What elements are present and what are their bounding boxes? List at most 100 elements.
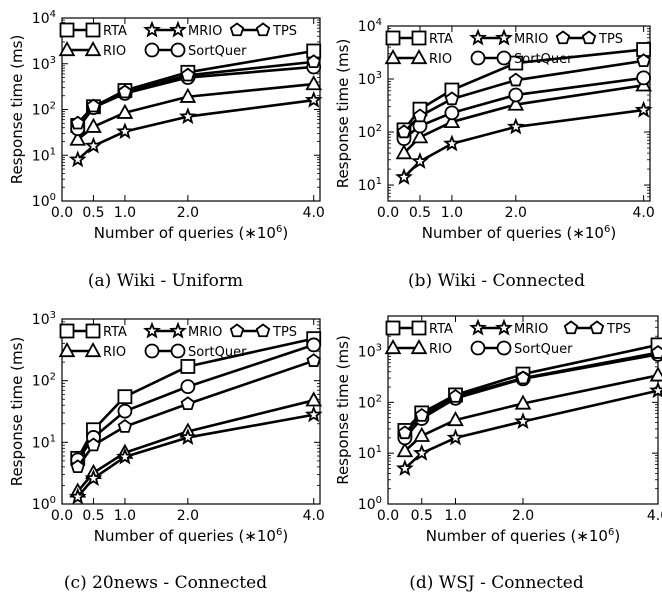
chart-a-legend-item-rta: RTA [59,22,127,39]
chart-c-legend-marker [229,323,245,338]
chart-b-legend-item-rta: RTA [385,30,453,47]
chart-d-xtick-label: 0.0 [377,508,399,524]
chart-b-legend-marker [495,28,513,46]
chart-a-point-mrio [84,136,103,154]
chart-b-legend-label: TPS [598,32,623,47]
chart-a-point-rio [116,103,134,119]
chart-a-legend-label: TPS [272,24,297,39]
chart-b-legend-marker [384,48,402,65]
chart-b-ytick-label: 103 [358,70,382,88]
chart-c-point-rta [180,359,196,374]
chart-b-line-rio [403,84,644,155]
chart-c-legend-marker [84,341,102,358]
chart-b-legend-marker [385,30,401,46]
chart-d-legend-item-mrio: MRIO [469,318,548,337]
chart-c-point-mrio [304,405,323,423]
chart-a-point-mrio [178,107,197,125]
chart-panel-b: 101 102 103 104 0.0 0.5 1.0 2.0 4.0 Number of que… [331,0,662,299]
chart-d-point-tps [650,345,662,359]
chart-b-point-rio [443,112,461,129]
chart-a-ytick-label: 100 [32,192,56,210]
chart-b-legend-marker [581,30,597,45]
chart-b-point-rio [411,128,429,144]
chart-d-legend-marker [411,320,427,336]
chart-a-legend-label: MRIO [188,24,222,39]
chart-d-ytick-label: 101 [358,444,382,462]
chart-b-legend: RTA MRIO TPS RIO SortQuer [384,28,623,67]
chart-c-legend-marker [58,341,76,358]
chart-b-legend-label: RIO [429,52,452,67]
chart-c-line-rio [76,399,315,493]
chart-b-legend-marker [411,30,427,46]
chart-d-point-tps [448,388,463,403]
chart-d-legend-marker [589,320,605,335]
chart-c-point-mrio [116,447,134,465]
chart-d-xtick-label: 1.0 [444,508,466,524]
chart-d-point-mrio [514,412,532,430]
chart-d-legend-marker [469,318,487,336]
chart-b-xtick-label: 0.5 [409,205,431,221]
chart-b-series-tps [396,53,651,139]
chart-a-point-rio [85,117,102,133]
chart-c-legend-item-mrio: MRIO [143,321,222,340]
chart-c-xtick-label: 1.0 [114,508,136,524]
chart-c-point-tps [306,353,321,367]
chart-b-point-rio [395,144,413,160]
chart-c-point-sortquer [117,403,133,419]
chart-d-series-rio [396,366,662,458]
chart-c-point-tps [86,437,101,452]
chart-b-point-tps [412,108,428,123]
chart-b-point-sortquer [636,70,652,86]
chart-c-legend-label: MRIO [188,325,222,340]
chart-d-point-mrio [446,428,465,446]
chart-a-ytick-label: 102 [32,101,56,119]
chart-a-legend-marker [85,22,101,38]
chart-c-legend-item-tps: TPS [229,323,297,340]
chart-panel-a: 100 101 102 103 104 0.0 0.5 1.0 2.0 4.0 Number of … [0,0,331,299]
chart-panel-c: 100 101 102 103 0.0 0.5 1.0 2.0 4.0 Number of que… [0,300,331,599]
chart-c-point-tps [117,418,133,433]
chart-a-series-mrio [68,90,323,168]
chart-d-point-rio [413,426,431,442]
chart-c-point-mrio [68,487,87,505]
chart-c-legend-item-sortquer: SortQuer [144,343,247,360]
caption-d: (d) WSJ - Connected [409,573,584,593]
chart-a-line-mrio [76,98,314,161]
chart-b-legend-item-tps: TPS [555,30,623,47]
chart-c-legend-marker [169,321,187,339]
chart-d-legend-marker [384,338,402,355]
chart-b-point-sortquer [508,87,524,103]
chart-d-line-rta [403,343,659,432]
chart-d-series-sortquer [397,346,662,446]
chart-b-legend-item-sortquer: SortQuer [470,50,573,67]
chart-a-point-tps [306,54,321,69]
chart-c-point-rta [117,389,133,405]
chart-a-xtick-label: 1.0 [114,205,136,221]
chart-a-point-mrio [304,90,323,108]
chart-a-ytick-label: 103 [32,55,56,73]
chart-d-line-tps [403,351,659,434]
chart-d-point-rio [396,442,414,458]
chart-b-point-mrio [411,152,429,169]
chart-a-xtick-label: 0.0 [51,205,73,221]
chart-b-ytick-label: 102 [358,123,382,141]
chart-a-legend: RTA MRIO TPS RIO SortQuer [58,20,297,59]
chart-b-legend-marker [410,48,428,65]
chart-d-line-rio [404,374,659,453]
chart-b-point-sortquer [444,105,460,121]
chart-b-y-axis-label: Response time (ms) [334,39,352,189]
chart-b-legend-marker [555,30,571,45]
chart-a-point-rio [179,87,197,103]
chart-c-xtick-label: 4.0 [303,508,325,524]
chart-d-point-mrio [649,381,662,399]
chart-a-x-axis-label: Number of queries (∗106) [94,224,288,242]
chart-d-point-rio [514,394,532,410]
chart-d-legend-label: SortQuer [514,342,573,357]
chart-a-legend-marker [144,42,160,58]
chart-b-point-mrio [395,167,413,185]
chart-a-legend-label: SortQuer [188,44,247,59]
chart-c-legend-item-rta: RTA [59,323,127,340]
chart-d-xtick-label: 0.5 [411,508,433,524]
chart-c-legend-label: TPS [272,325,297,340]
